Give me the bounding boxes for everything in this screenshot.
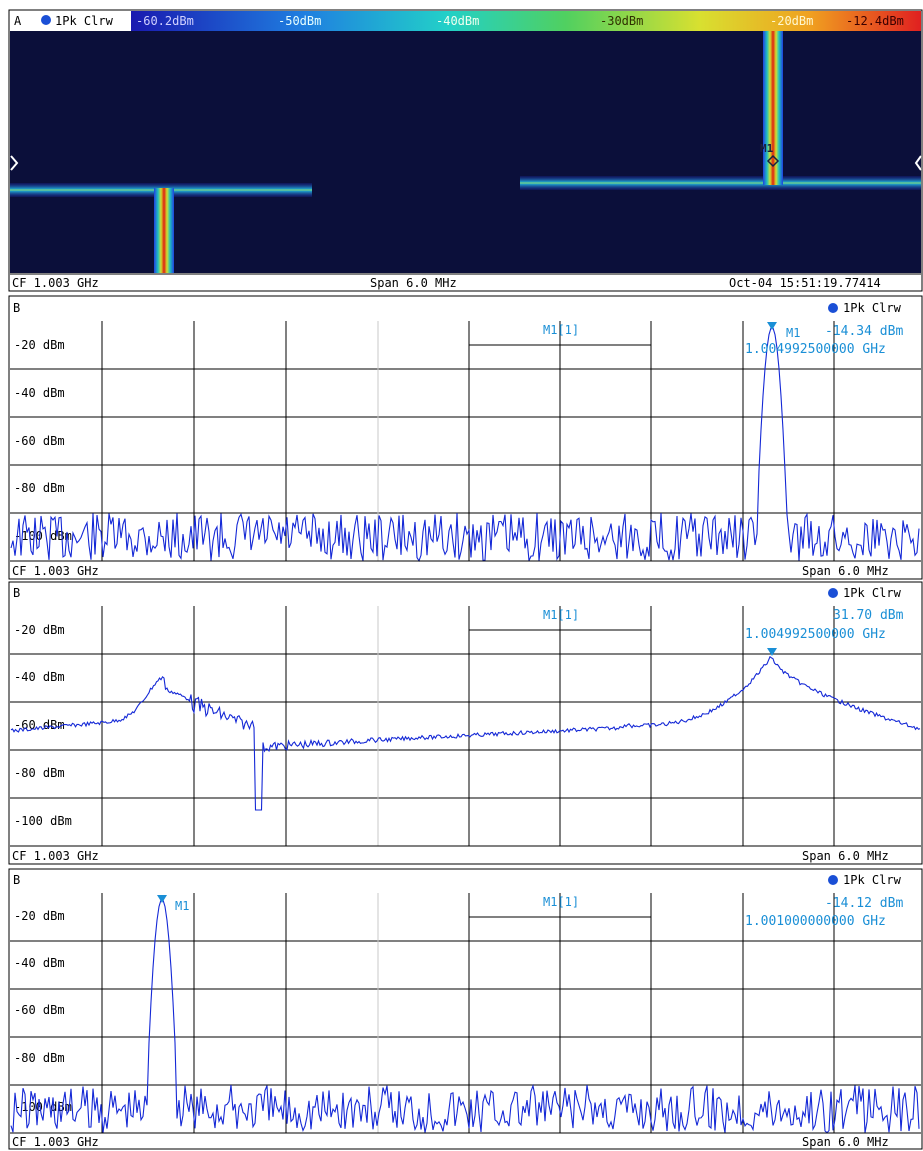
spectrogram-band-right (520, 176, 921, 190)
trace-label: 1Pk Clrw (843, 301, 902, 315)
chevron-left-icon[interactable] (914, 155, 922, 171)
spectrum-trace (10, 655, 921, 811)
marker-triangle-icon[interactable] (767, 648, 777, 656)
y-tick-label: -80 dBm (14, 481, 65, 495)
trace-label: 1Pk Clrw (843, 873, 902, 887)
marker-info-box (469, 344, 652, 561)
center-frequency: CF 1.003 GHz (12, 1135, 99, 1149)
window-label: B (13, 301, 20, 315)
scale-label: -50dBm (278, 14, 321, 28)
trace-label: 1Pk Clrw (55, 14, 114, 28)
spectrum-pane-2: B 1Pk Clrw -20 dBm -40 dBm -60 dBm -80 d… (8, 581, 923, 865)
marker-frequency: 1.004992500000 GHz (745, 342, 886, 357)
marker-frequency: 1.004992500000 GHz (745, 627, 886, 642)
marker-triangle-icon[interactable] (767, 322, 777, 330)
span-label: Span 6.0 MHz (802, 1135, 889, 1149)
y-axis-labels: -20 dBm -40 dBm -60 dBm -80 dBm -100 dBm (14, 623, 72, 828)
timestamp: Oct-04 15:51:19.77414 (729, 276, 881, 290)
span-label: Span 6.0 MHz (802, 849, 889, 863)
spectrogram-stream-right (763, 31, 783, 185)
plot-grid (10, 893, 921, 1133)
circle-dot-icon (41, 15, 51, 25)
trace-label: 1Pk Clrw (843, 586, 902, 600)
marker-info-box (469, 629, 652, 846)
chevron-right-icon[interactable] (10, 155, 19, 171)
marker-tag[interactable]: M1 (786, 326, 800, 340)
y-tick-label: -60 dBm (14, 1003, 65, 1017)
plot-grid (10, 321, 921, 561)
diamond-marker-icon[interactable] (766, 154, 780, 168)
circle-dot-icon (828, 875, 838, 885)
scale-label: -20dBm (770, 14, 813, 28)
window-label: B (13, 873, 20, 887)
spectrum-trace (10, 327, 920, 563)
center-frequency: CF 1.003 GHz (12, 849, 99, 863)
scale-label: -30dBm (600, 14, 643, 28)
spectrum-pane-3: B 1Pk Clrw -20 dBm -40 dBm -60 dBm -80 d… (8, 868, 923, 1150)
spectrogram-area (10, 31, 921, 273)
spectrum-pane-1: B 1Pk Clrw -20 dBm -40 dBm -60 dBm -80 d… (8, 295, 923, 580)
waterfall-window: A 1Pk Clrw -60.2dBm -50dBm -40dBm -30dBm… (8, 9, 923, 292)
y-tick-label: -80 dBm (14, 1051, 65, 1065)
y-tick-label: -20 dBm (14, 909, 65, 923)
marker-level: 31.70 dBm (833, 608, 904, 623)
marker-triangle-icon[interactable] (157, 895, 167, 903)
color-scale-bar (131, 11, 921, 31)
window-label: A (14, 14, 22, 28)
marker-box-label: M1[1] (543, 895, 579, 909)
pane-frame (8, 581, 923, 865)
marker-box-label: M1[1] (543, 323, 579, 337)
spectrogram-stream-left (154, 188, 174, 273)
y-tick-label: -40 dBm (14, 956, 65, 970)
span-label: Span 6.0 MHz (802, 564, 889, 578)
scale-label: -12.4dBm (846, 14, 904, 28)
circle-dot-icon (828, 588, 838, 598)
y-tick-label: -100 dBm (14, 1100, 72, 1114)
marker-box-label: M1[1] (543, 608, 579, 622)
y-tick-label: -40 dBm (14, 386, 65, 400)
spectrogram-marker-label[interactable]: M1 (760, 142, 774, 155)
y-tick-label: -20 dBm (14, 338, 65, 352)
marker-info-box (469, 916, 652, 1133)
scale-label: -60.2dBm (136, 14, 194, 28)
y-axis-labels: -20 dBm -40 dBm -60 dBm -80 dBm -100 dBm (14, 909, 72, 1114)
marker-frequency: 1.001000000000 GHz (745, 914, 886, 929)
marker-tag[interactable]: M1 (175, 899, 189, 913)
pane-frame (8, 868, 923, 1150)
window-label: B (13, 586, 20, 600)
y-tick-label: -40 dBm (14, 670, 65, 684)
marker-level: -14.34 dBm (825, 324, 903, 339)
y-tick-label: -100 dBm (14, 814, 72, 828)
scale-label: -40dBm (436, 14, 479, 28)
span-label: Span 6.0 MHz (370, 276, 457, 290)
marker-level: -14.12 dBm (825, 896, 903, 911)
y-tick-label: -60 dBm (14, 434, 65, 448)
center-frequency: CF 1.003 GHz (12, 564, 99, 578)
plot-grid (10, 606, 921, 846)
pane-frame (8, 295, 923, 580)
circle-dot-icon (828, 303, 838, 313)
y-tick-label: -80 dBm (14, 766, 65, 780)
center-frequency: CF 1.003 GHz (12, 276, 99, 290)
y-tick-label: -20 dBm (14, 623, 65, 637)
color-scale-labels: -60.2dBm -50dBm -40dBm -30dBm -20dBm -12… (136, 14, 904, 28)
